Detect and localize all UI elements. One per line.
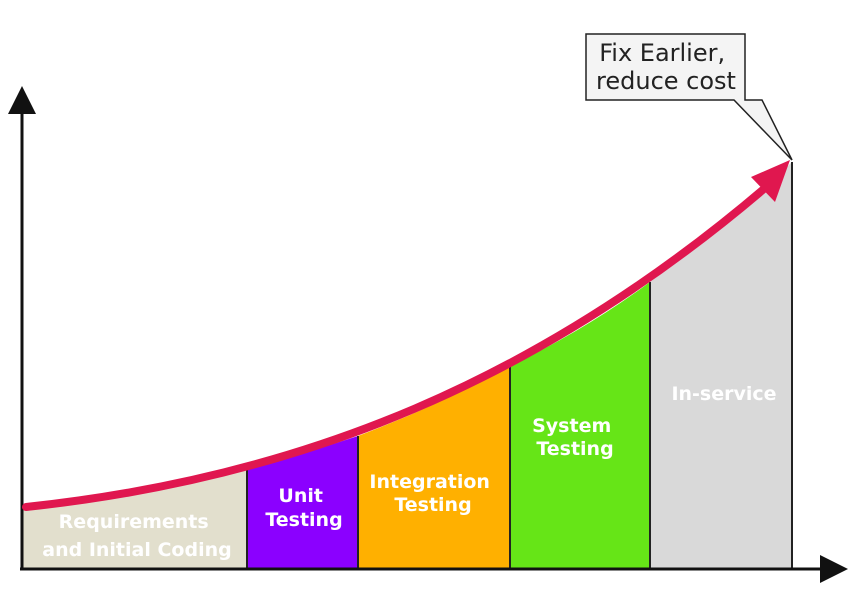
cost-curve-line <box>22 178 776 511</box>
phase-label-in-service-line1: In-service <box>671 383 776 405</box>
callout: Fix Earlier, reduce cost <box>585 33 793 161</box>
callout-line1: Fix Earlier, <box>599 39 725 67</box>
phase-blocks <box>22 162 792 569</box>
phase-block-in-service <box>650 162 792 569</box>
callout-text: Fix Earlier, reduce cost <box>596 39 736 95</box>
phase-label-integration-line2: Testing <box>394 494 471 516</box>
callout-line2: reduce cost <box>596 67 736 95</box>
phase-label-in-service: In-service <box>671 383 776 405</box>
axes <box>8 86 848 583</box>
phase-label-unit-line2: Testing <box>265 509 342 531</box>
phase-label-integration-testing: Integration Testing <box>369 471 496 516</box>
cost-curve-arrowhead-icon <box>751 160 790 202</box>
phase-dividers <box>246 162 793 569</box>
phase-labels: Requirements and Initial Coding Unit Tes… <box>42 383 776 561</box>
phase-label-requirements: Requirements and Initial Coding <box>42 511 231 561</box>
phase-label-requirements-line2: and Initial Coding <box>42 539 231 561</box>
phase-block-requirements <box>22 470 247 569</box>
phase-label-system-testing: System Testing <box>532 415 618 460</box>
y-axis-arrow-icon <box>8 86 36 114</box>
phase-label-unit-line1: Unit <box>278 485 323 507</box>
phase-label-unit-testing: Unit Testing <box>265 485 342 531</box>
phase-label-system-line1: System <box>532 415 611 437</box>
phase-block-system-testing <box>510 282 650 569</box>
phase-block-integration-testing <box>358 366 510 569</box>
phase-block-unit-testing <box>247 436 358 569</box>
callout-box <box>585 33 793 161</box>
phase-label-system-line2: Testing <box>536 438 613 460</box>
cost-curve <box>22 160 790 511</box>
phase-label-integration-line1: Integration <box>369 471 490 493</box>
phase-label-requirements-line1: Requirements <box>59 511 209 533</box>
x-axis-arrow-icon <box>820 555 848 583</box>
